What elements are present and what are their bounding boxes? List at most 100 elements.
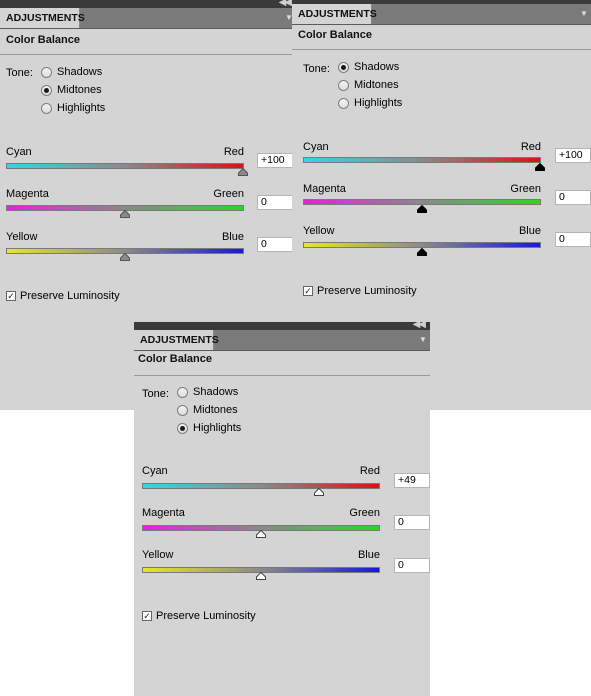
panel-tab-row: ADJUSTMENTS ▼ bbox=[0, 8, 296, 29]
slider-right-label: Red bbox=[520, 141, 541, 153]
tab-adjustments[interactable]: ADJUSTMENTS bbox=[134, 330, 219, 350]
radio-label: Midtones bbox=[57, 84, 102, 96]
divider bbox=[292, 49, 591, 50]
radio-button[interactable] bbox=[338, 61, 349, 73]
radio-shadows[interactable]: Shadows bbox=[177, 384, 238, 400]
slider-right-label: Green bbox=[349, 507, 380, 519]
slider-right-label: Red bbox=[359, 465, 380, 477]
panel-tab-row: ADJUSTMENTS ▼ bbox=[134, 330, 430, 351]
slider-right-label: Blue bbox=[221, 231, 244, 243]
slider-thumb-cyan-red[interactable] bbox=[238, 168, 248, 176]
slider-left-label: Magenta bbox=[303, 183, 346, 195]
adjustments-panel-highlights: ◀◀ ADJUSTMENTS ▼ Color Balance Tone: Sha… bbox=[134, 322, 430, 696]
radio-button[interactable] bbox=[338, 97, 349, 109]
slider-thumb-yellow-blue[interactable] bbox=[256, 572, 266, 580]
divider bbox=[134, 375, 430, 376]
radio-midtones[interactable]: Midtones bbox=[177, 402, 238, 418]
slider-labels-cyan-red: Cyan Red bbox=[303, 141, 541, 155]
slider-labels-cyan-red: Cyan Red bbox=[6, 146, 244, 160]
radio-shadows[interactable]: Shadows bbox=[41, 64, 102, 80]
radio-button[interactable] bbox=[338, 79, 349, 91]
slider-thumb-yellow-blue[interactable] bbox=[417, 248, 427, 256]
slider-labels-magenta-green: Magenta Green bbox=[303, 183, 541, 197]
cyan-red-value-input[interactable]: +49 bbox=[394, 473, 430, 488]
yellow-blue-value-input[interactable]: 0 bbox=[257, 237, 293, 252]
panel-menu-icon[interactable]: ▼ bbox=[285, 13, 293, 22]
tone-label: Tone: bbox=[6, 67, 33, 79]
cyan-red-value-input[interactable]: +100 bbox=[555, 148, 591, 163]
panel-menu-icon[interactable]: ▼ bbox=[580, 9, 588, 18]
checkbox[interactable]: ✓ bbox=[303, 286, 313, 296]
slider-left-label: Yellow bbox=[6, 231, 38, 243]
slider-left-label: Magenta bbox=[142, 507, 185, 519]
radio-button[interactable] bbox=[41, 84, 52, 96]
panel-topbar bbox=[292, 0, 591, 4]
checkbox[interactable]: ✓ bbox=[6, 291, 16, 301]
radio-midtones[interactable]: Midtones bbox=[41, 82, 102, 98]
slider-thumb-magenta-green[interactable] bbox=[120, 210, 130, 218]
panel-tab-row: ADJUSTMENTS ▼ bbox=[292, 4, 591, 25]
radio-highlights[interactable]: Highlights bbox=[338, 95, 402, 111]
slider-track-cyan-red[interactable] bbox=[142, 483, 380, 489]
radio-shadows[interactable]: Shadows bbox=[338, 59, 399, 75]
yellow-blue-value-input[interactable]: 0 bbox=[394, 558, 430, 573]
radio-label: Midtones bbox=[354, 79, 399, 91]
slider-labels-yellow-blue: Yellow Blue bbox=[142, 549, 380, 563]
panel-title: Color Balance bbox=[138, 353, 212, 365]
yellow-blue-value-input[interactable]: 0 bbox=[555, 232, 591, 247]
slider-track-magenta-green[interactable] bbox=[303, 199, 541, 205]
slider-track-cyan-red[interactable] bbox=[6, 163, 244, 169]
radio-label: Highlights bbox=[193, 422, 242, 434]
checkbox-label: Preserve Luminosity bbox=[20, 290, 120, 302]
checkbox-label: Preserve Luminosity bbox=[156, 610, 256, 622]
slider-right-label: Green bbox=[510, 183, 541, 195]
slider-labels-magenta-green: Magenta Green bbox=[6, 188, 244, 202]
panel-title: Color Balance bbox=[298, 29, 372, 41]
magenta-green-value-input[interactable]: 0 bbox=[555, 190, 591, 205]
cyan-red-value-input[interactable]: +100 bbox=[257, 153, 293, 168]
checkbox[interactable]: ✓ bbox=[142, 611, 152, 621]
preserve-luminosity-checkbox[interactable]: ✓ Preserve Luminosity bbox=[303, 284, 417, 298]
slider-right-label: Red bbox=[223, 146, 244, 158]
radio-button[interactable] bbox=[177, 386, 188, 398]
panel-topbar: ◀◀ bbox=[134, 322, 430, 330]
slider-thumb-yellow-blue[interactable] bbox=[120, 253, 130, 261]
slider-thumb-magenta-green[interactable] bbox=[417, 205, 427, 213]
radio-highlights[interactable]: Highlights bbox=[177, 420, 241, 436]
slider-labels-magenta-green: Magenta Green bbox=[142, 507, 380, 521]
magenta-green-value-input[interactable]: 0 bbox=[394, 515, 430, 530]
preserve-luminosity-checkbox[interactable]: ✓ Preserve Luminosity bbox=[6, 289, 120, 303]
slider-track-yellow-blue[interactable] bbox=[303, 242, 541, 248]
panel-title: Color Balance bbox=[6, 34, 80, 46]
slider-labels-yellow-blue: Yellow Blue bbox=[303, 225, 541, 239]
radio-button[interactable] bbox=[177, 422, 188, 434]
preserve-luminosity-checkbox[interactable]: ✓ Preserve Luminosity bbox=[142, 609, 256, 623]
tab-adjustments[interactable]: ADJUSTMENTS bbox=[0, 8, 85, 28]
radio-label: Highlights bbox=[354, 97, 403, 109]
tab-adjustments[interactable]: ADJUSTMENTS bbox=[292, 4, 377, 24]
panel-menu-icon[interactable]: ▼ bbox=[419, 335, 427, 344]
slider-thumb-cyan-red[interactable] bbox=[535, 163, 545, 171]
slider-track-cyan-red[interactable] bbox=[303, 157, 541, 163]
double-chevron-right-icon[interactable]: ◀◀ bbox=[278, 0, 292, 8]
radio-button[interactable] bbox=[177, 404, 188, 416]
radio-label: Shadows bbox=[57, 66, 103, 78]
slider-left-label: Magenta bbox=[6, 188, 49, 200]
slider-left-label: Yellow bbox=[142, 549, 174, 561]
divider bbox=[0, 54, 296, 55]
radio-label: Highlights bbox=[57, 102, 106, 114]
radio-midtones[interactable]: Midtones bbox=[338, 77, 399, 93]
slider-right-label: Blue bbox=[518, 225, 541, 237]
tone-label: Tone: bbox=[142, 388, 169, 400]
slider-left-label: Cyan bbox=[303, 141, 329, 153]
slider-thumb-magenta-green[interactable] bbox=[256, 530, 266, 538]
radio-button[interactable] bbox=[41, 66, 52, 78]
slider-left-label: Cyan bbox=[6, 146, 32, 158]
slider-thumb-cyan-red[interactable] bbox=[313, 488, 324, 496]
radio-label: Shadows bbox=[354, 61, 400, 73]
magenta-green-value-input[interactable]: 0 bbox=[257, 195, 293, 210]
double-chevron-right-icon[interactable]: ◀◀ bbox=[412, 322, 426, 330]
radio-highlights[interactable]: Highlights bbox=[41, 100, 105, 116]
slider-left-label: Yellow bbox=[303, 225, 335, 237]
radio-button[interactable] bbox=[41, 102, 52, 114]
